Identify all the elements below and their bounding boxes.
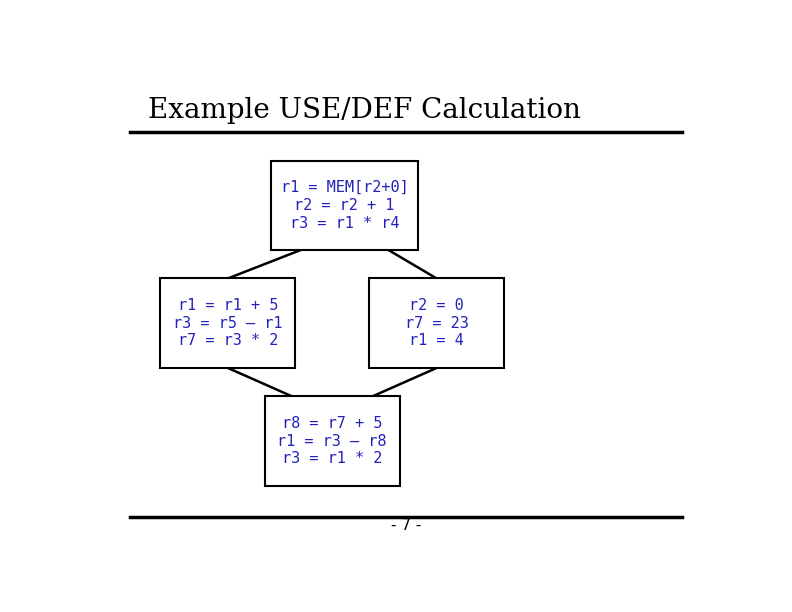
Text: r1 = MEM[r2+0]: r1 = MEM[r2+0] [280, 180, 409, 195]
Text: r7 = r3 * 2: r7 = r3 * 2 [177, 334, 278, 348]
FancyBboxPatch shape [160, 278, 295, 368]
FancyBboxPatch shape [271, 160, 418, 250]
Text: r2 = 0: r2 = 0 [409, 298, 464, 313]
Text: r7 = 23: r7 = 23 [405, 316, 469, 330]
Text: r1 = 4: r1 = 4 [409, 334, 464, 348]
Text: - 7 -: - 7 - [390, 518, 421, 533]
FancyBboxPatch shape [369, 278, 505, 368]
Text: r8 = r7 + 5: r8 = r7 + 5 [282, 416, 383, 431]
Text: Example USE/DEF Calculation: Example USE/DEF Calculation [148, 97, 581, 124]
Text: r1 = r3 – r8: r1 = r3 – r8 [277, 433, 387, 449]
Text: r2 = r2 + 1: r2 = r2 + 1 [295, 198, 394, 213]
Text: r3 = r1 * r4: r3 = r1 * r4 [290, 215, 399, 231]
FancyBboxPatch shape [265, 396, 400, 486]
Text: r1 = r1 + 5: r1 = r1 + 5 [177, 298, 278, 313]
Text: r3 = r5 – r1: r3 = r5 – r1 [173, 316, 283, 330]
Text: r3 = r1 * 2: r3 = r1 * 2 [282, 451, 383, 466]
